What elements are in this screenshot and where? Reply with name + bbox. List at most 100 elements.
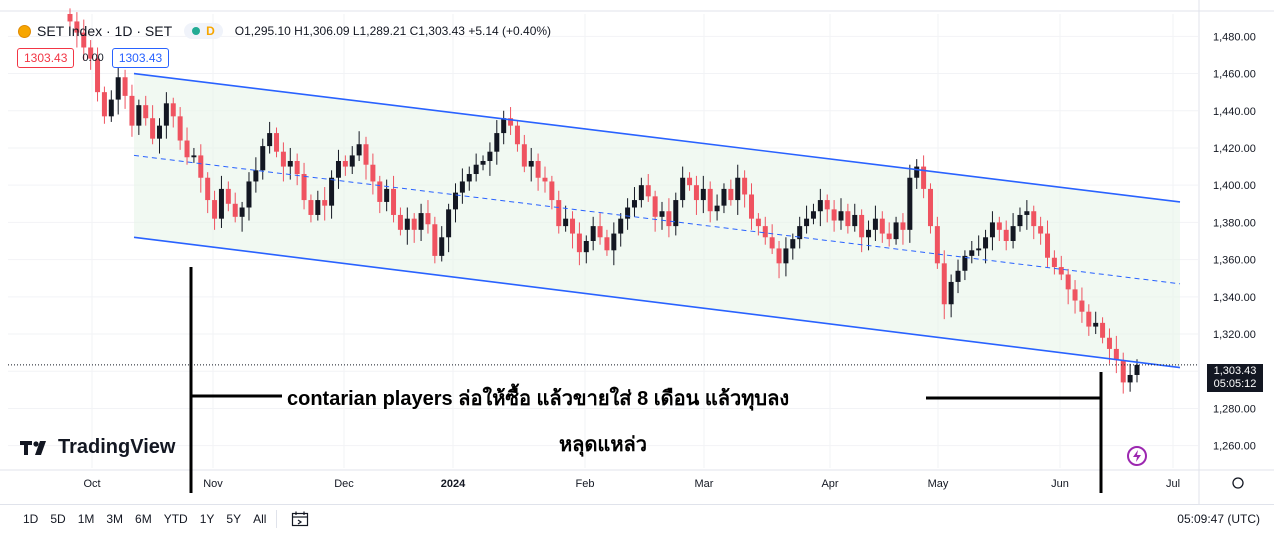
candle-body [287, 160, 293, 167]
candle-body [487, 151, 493, 161]
candle-body [225, 188, 231, 204]
candle-body [494, 133, 500, 152]
candle-body [879, 218, 885, 234]
candle-body [439, 237, 445, 256]
channel-lower-line[interactable] [133, 236, 1181, 369]
market-status[interactable]: D [184, 23, 223, 39]
range-button-ytd[interactable]: YTD [163, 512, 188, 526]
candle-body [797, 226, 803, 240]
logo-text: TradingView [58, 436, 176, 458]
market-open-dot-icon [192, 27, 201, 35]
candle-body [108, 99, 114, 117]
candle-body [418, 213, 424, 230]
candle-body [95, 58, 101, 93]
candle-body [232, 203, 238, 217]
y-tick-label: 1,280.00 [1213, 403, 1256, 415]
candle-body [315, 200, 321, 215]
candle-body [783, 248, 789, 264]
x-tick-label: Jun [1051, 478, 1069, 490]
candle-body [177, 116, 183, 141]
candle-body [707, 188, 713, 212]
annotation-line-1: contarian players ล่อให้ซื้อ แล้วขายใส่ … [287, 388, 790, 410]
tradingview-icon [20, 440, 46, 455]
candle-body [322, 200, 328, 206]
range-button-all[interactable]: All [253, 512, 267, 526]
range-button-5d[interactable]: 5D [50, 512, 66, 526]
candle-body [804, 218, 810, 227]
candle-body [721, 188, 727, 206]
candle-body [1113, 348, 1119, 361]
spread-value: 0.00 [82, 52, 104, 64]
bottom-toolbar: 1D 5D 1M 3M 6M YTD 1Y 5Y All 05:09:47 (UTC) [0, 504, 1274, 533]
channel-upper-line[interactable] [133, 72, 1181, 203]
candle-body [473, 164, 479, 175]
candle-body [191, 155, 197, 158]
candle-body [659, 211, 665, 217]
candle-body [604, 237, 610, 251]
candle-body [728, 188, 734, 201]
bar-countdown: 05:05:12 [1213, 378, 1257, 390]
candle-body [239, 207, 245, 217]
candle-body [280, 151, 286, 167]
candle-body [680, 177, 686, 201]
time-axis-settings-icon[interactable] [1232, 477, 1244, 489]
sell-price-button[interactable]: 1303.43 [17, 48, 75, 68]
x-tick-label: 2024 [441, 478, 466, 490]
candle-body [404, 218, 410, 230]
candle-body [831, 209, 837, 221]
tradingview-logo[interactable]: TradingView [20, 436, 175, 459]
range-button-1m[interactable]: 1M [77, 512, 95, 526]
candle-body [260, 146, 266, 171]
candle-body [542, 177, 548, 182]
candle-body [583, 241, 589, 253]
candle-body [1017, 214, 1023, 227]
candle-body [508, 118, 514, 126]
y-tick-label: 1,380.00 [1213, 217, 1256, 229]
candle-body [1003, 229, 1009, 241]
x-tick-label: Feb [576, 478, 595, 490]
candle-body [212, 200, 218, 219]
range-button-1y[interactable]: 1Y [199, 512, 215, 526]
candle-body [377, 181, 383, 202]
candle-body [735, 177, 741, 201]
chart-legend: SET Index · 1D · SET D O1,295.10 H1,306.… [18, 20, 551, 42]
x-tick-label: Apr [821, 478, 838, 490]
candle-body [267, 133, 273, 147]
range-button-5y[interactable]: 5Y [226, 512, 242, 526]
range-button-1d[interactable]: 1D [23, 512, 39, 526]
candle-body [576, 233, 582, 253]
candle-body [384, 188, 390, 202]
utc-clock[interactable]: 05:09:47 (UTC) [1177, 512, 1260, 526]
candle-body [907, 177, 913, 230]
candle-body [1100, 322, 1106, 338]
symbol-title[interactable]: SET Index · 1D · SET [37, 23, 173, 39]
symbol-flag-icon [18, 24, 31, 38]
candle-body [1031, 211, 1037, 227]
candle-body [969, 250, 975, 256]
candle-body [480, 160, 486, 165]
candle-body [976, 248, 982, 251]
buy-price-button[interactable]: 1303.43 [111, 48, 170, 68]
candle-body [411, 218, 417, 230]
candle-body [673, 200, 679, 227]
candle-body [556, 200, 562, 227]
range-button-6m[interactable]: 6M [135, 512, 152, 526]
candle-body [611, 233, 617, 251]
x-tick-label: May [928, 478, 949, 490]
candle-body [466, 174, 472, 182]
candle-body [755, 218, 761, 227]
channel-mid-line[interactable] [133, 154, 1181, 285]
calendar-range-icon[interactable] [291, 511, 309, 527]
candle-body [1127, 374, 1133, 383]
candle-body [687, 177, 693, 186]
candle-body [122, 77, 128, 96]
candle-body [962, 255, 968, 271]
range-button-3m[interactable]: 3M [106, 512, 124, 526]
candle-body [934, 226, 940, 264]
candle-body [631, 200, 637, 208]
lightning-icon[interactable] [1127, 446, 1147, 466]
candle-body [88, 47, 94, 59]
candle-body [666, 211, 672, 227]
candle-body [1038, 226, 1044, 234]
